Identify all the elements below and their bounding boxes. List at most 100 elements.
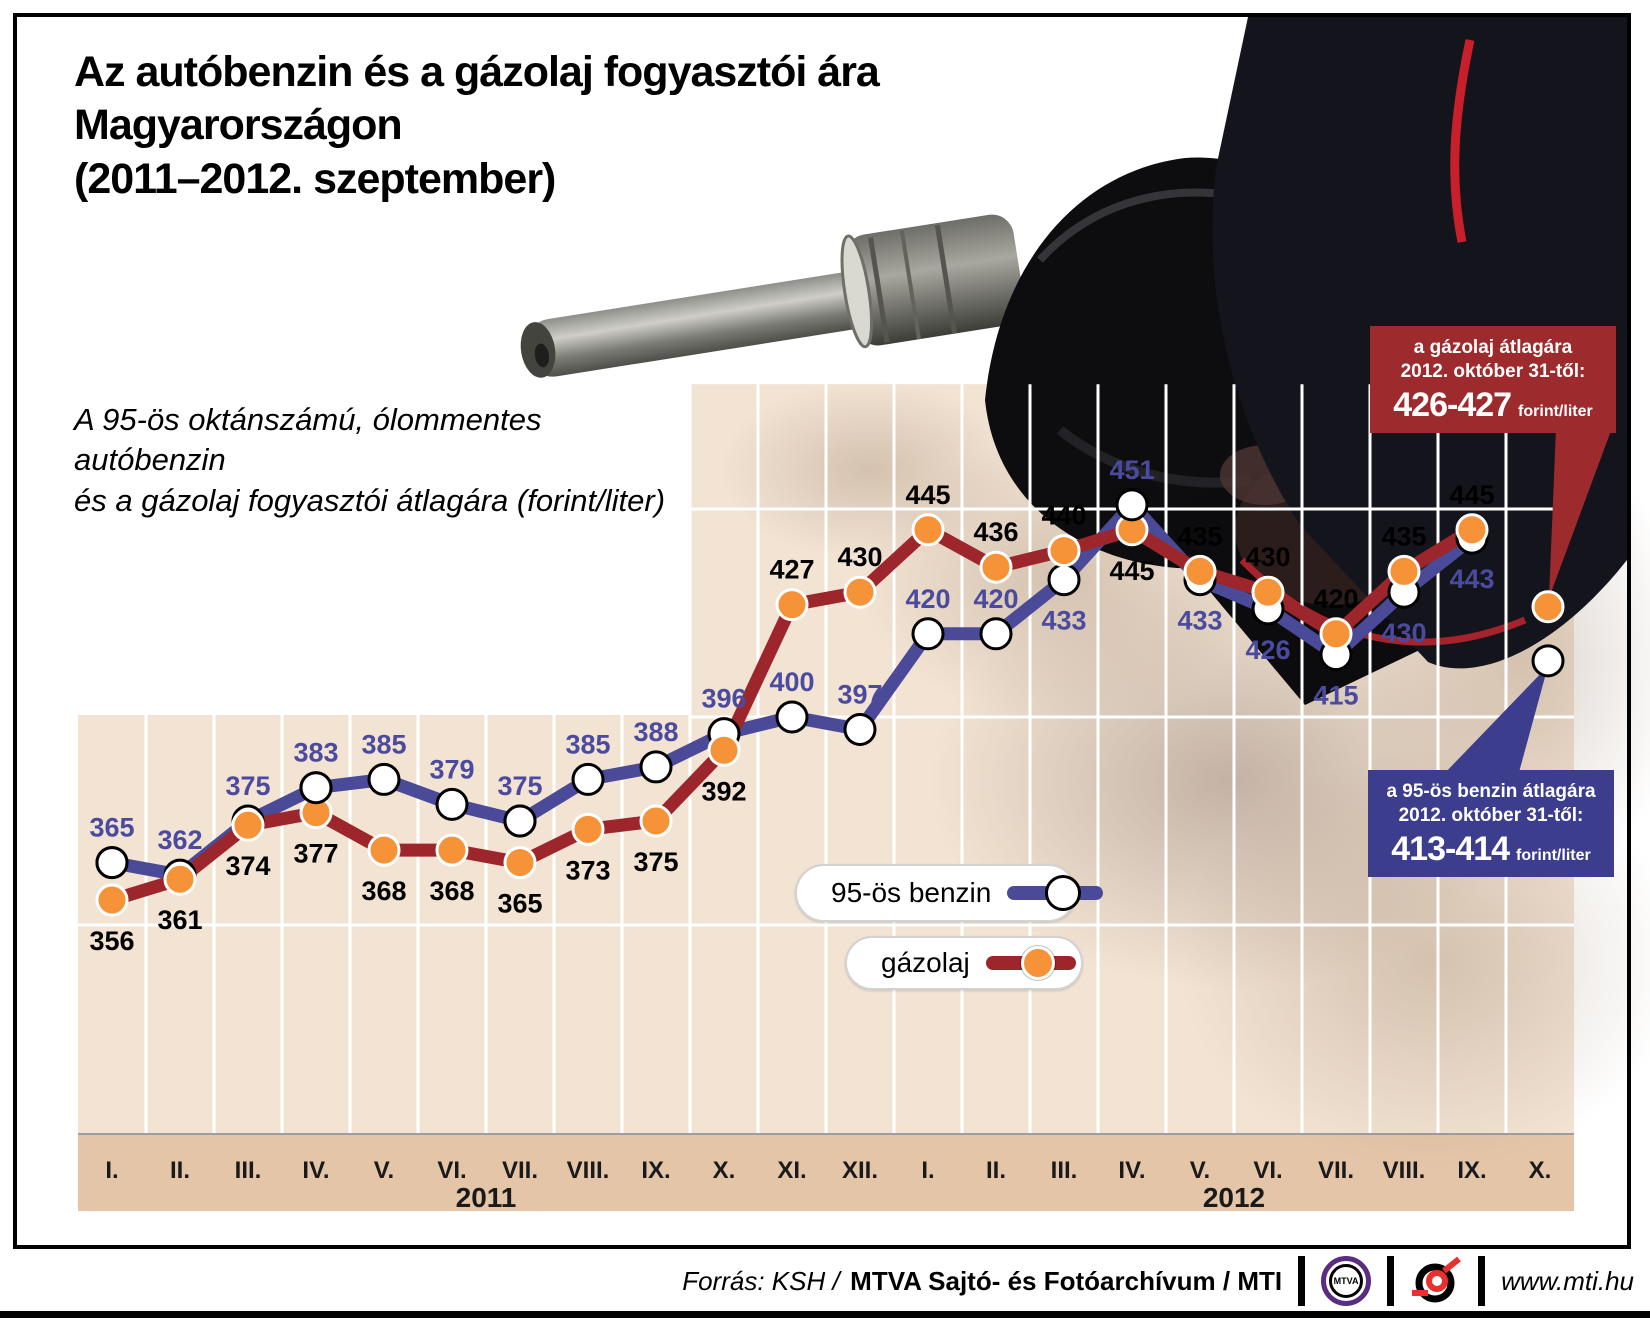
gazolaj-point — [1455, 513, 1489, 547]
gazolaj-point — [843, 575, 877, 609]
value-label: 400 — [769, 667, 814, 697]
month-label: VII. — [1318, 1157, 1354, 1184]
benzin-value-labels: 365 362 375 383 385 379 375 385 388 396 400 397 420 4… — [89, 455, 1494, 855]
month-label: XI. — [777, 1157, 806, 1184]
legend-benzin-label: 95-ös benzin — [831, 877, 992, 908]
month-label: I. — [105, 1157, 118, 1184]
gazolaj-marker-icon — [1020, 946, 1055, 980]
gazolaj-point — [1387, 554, 1421, 588]
value-label: 445 — [1449, 480, 1494, 510]
value-label: 443 — [1449, 564, 1494, 594]
value-label: 375 — [633, 847, 678, 877]
value-label: 383 — [293, 738, 338, 768]
gazolaj-point — [503, 846, 537, 880]
separator-bar — [1298, 1256, 1306, 1306]
chart-subtitle: A 95-ös oktánszámú, ólommentes autóbenzi… — [74, 400, 694, 521]
value-label: 430 — [1245, 542, 1290, 572]
value-label: 426 — [1245, 635, 1290, 665]
gazolaj-point — [911, 513, 945, 547]
value-label: 430 — [837, 542, 882, 572]
website-link: www.mti.hu — [1501, 1265, 1634, 1296]
gazolaj-markers — [95, 513, 1489, 917]
month-label: V. — [1190, 1157, 1210, 1184]
benzin-point — [367, 762, 401, 796]
diesel-forecast-callout: a gázolaj átlagára 2012. október 31-től:… — [1370, 326, 1616, 433]
month-label: VI. — [1253, 1157, 1282, 1184]
mtva-logo-text: MTVA — [1329, 1264, 1364, 1298]
gazolaj-point — [707, 733, 741, 767]
month-label: VIII. — [567, 1157, 610, 1184]
month-label: IX. — [1457, 1157, 1486, 1184]
gazolaj-point — [775, 588, 809, 622]
value-label: 375 — [225, 771, 270, 801]
benzin-point-front — [1115, 488, 1149, 522]
value-label: 356 — [89, 926, 134, 956]
benzin-point — [639, 750, 673, 784]
benzin-marker-icon — [1045, 875, 1082, 911]
month-label: I. — [921, 1157, 934, 1184]
page-title: Az autóbenzin és a gázolaj fogyasztói ár… — [74, 46, 994, 206]
benzin-point — [1047, 563, 1081, 597]
gazolaj-point — [163, 862, 197, 896]
title-line-2: Magyarországon — [74, 101, 403, 150]
separator-bar — [1387, 1256, 1395, 1306]
mtva-logo: MTVA — [1321, 1256, 1372, 1306]
gazolaj-point — [95, 883, 129, 917]
legend-gazolaj-label: gázolaj — [881, 947, 970, 978]
month-label: VI. — [437, 1157, 466, 1184]
value-label: 430 — [1381, 618, 1426, 648]
value-label: 365 — [497, 889, 542, 919]
benzin-line-swatch — [1007, 875, 1104, 911]
month-label: II. — [170, 1157, 190, 1184]
nozzle-spout — [520, 214, 1025, 378]
value-label: 362 — [157, 825, 202, 855]
value-label: 379 — [429, 754, 474, 784]
petrol-callout-value: 413-414 — [1391, 829, 1510, 868]
petrol-forecast-callout: a 95-ös benzin átlagára 2012. október 31… — [1368, 770, 1614, 877]
value-label: 377 — [293, 839, 338, 869]
benzin-point-front — [503, 804, 537, 838]
benzin-point — [435, 787, 469, 821]
benzin-point — [843, 712, 877, 746]
benzin-point — [979, 617, 1013, 651]
month-label: IV. — [1118, 1157, 1145, 1184]
value-label: 435 — [1381, 521, 1426, 551]
source-label: Forrás: KSH / — [682, 1265, 840, 1296]
year-label: 2012 — [1203, 1182, 1265, 1213]
month-label: VII. — [502, 1157, 538, 1184]
value-label: 440 — [1041, 501, 1086, 531]
value-label: 420 — [905, 584, 950, 614]
value-label: 374 — [225, 851, 270, 881]
legend-item-gazolaj: gázolaj — [845, 936, 1083, 990]
gazolaj-point — [367, 833, 401, 867]
subtitle-line-2: és a gázolaj fogyasztói átlagára (forint… — [74, 482, 666, 518]
value-label: 385 — [361, 729, 406, 759]
benzin-point-front — [299, 771, 333, 805]
value-label: 388 — [633, 717, 678, 747]
year-label: 2011 — [456, 1182, 517, 1213]
benzin-point — [911, 617, 945, 651]
petrol-callout-line2: 2012. október 31-től: — [1398, 804, 1584, 826]
bottom-black-bar — [0, 1311, 1650, 1318]
benzin-point-front — [95, 846, 129, 880]
gazolaj-point — [1319, 617, 1353, 651]
gazolaj-line-swatch — [985, 946, 1076, 980]
separator-bar — [1478, 1256, 1486, 1306]
gazolaj-point — [1251, 575, 1285, 609]
month-label: X. — [1529, 1157, 1552, 1184]
petrol-callout-pointer — [1442, 666, 1548, 776]
diesel-callout-unit: forint/liter — [1518, 402, 1593, 420]
title-line-3: (2011–2012. szeptember) — [74, 154, 556, 203]
month-label: IV. — [302, 1157, 329, 1184]
value-label: 361 — [157, 905, 202, 935]
value-label: 365 — [89, 813, 134, 843]
value-label: 433 — [1177, 606, 1222, 636]
month-label: III. — [1051, 1157, 1078, 1184]
month-label: IX. — [641, 1157, 670, 1184]
month-label: II. — [986, 1157, 1006, 1184]
value-label: 451 — [1109, 455, 1154, 485]
gazolaj-point — [1047, 534, 1081, 568]
value-label: 385 — [565, 729, 610, 759]
